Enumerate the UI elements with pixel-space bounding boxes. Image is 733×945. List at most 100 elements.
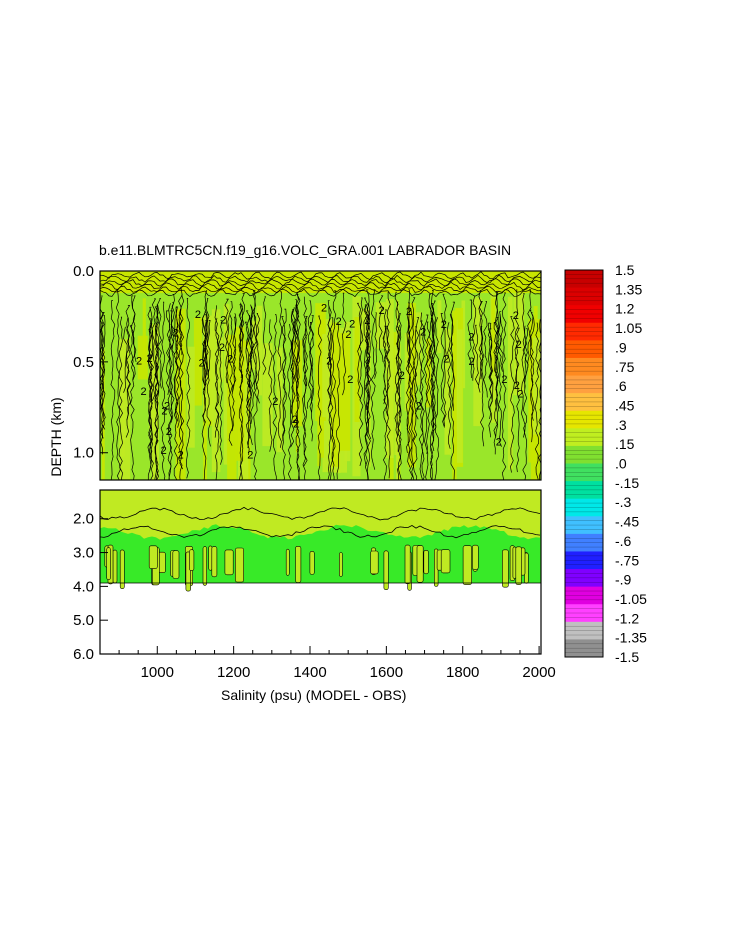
depth-contour <box>383 309 388 480</box>
depth-contour <box>428 294 433 367</box>
colorbar-swatch <box>565 428 603 447</box>
depth-contour <box>331 290 337 480</box>
y-tick-label: 0.0 <box>73 263 94 280</box>
x-axis-label: Salinity (psu) (MODEL - OBS) <box>221 687 407 703</box>
depth-contour <box>429 306 435 480</box>
depth-contour <box>178 288 183 356</box>
colorbar-swatch <box>565 357 603 377</box>
depth-contour <box>412 326 418 480</box>
depth-contour <box>423 314 429 480</box>
depth-contour <box>501 292 507 480</box>
depth-contour <box>405 302 411 453</box>
depth-contour <box>408 308 414 480</box>
y-tick-label: 0.5 <box>73 354 94 371</box>
depth-contour <box>522 325 528 480</box>
contour-label: 2 <box>141 386 147 398</box>
colorbar-swatch <box>565 516 603 535</box>
depth-contour <box>364 304 370 480</box>
field-band <box>354 317 360 422</box>
colorbar-label: -.3 <box>615 494 632 510</box>
deep-cell <box>172 550 180 579</box>
depth-contour <box>467 299 472 379</box>
field-band <box>203 315 213 420</box>
depth-contour <box>272 314 278 480</box>
surface-contour <box>100 271 541 280</box>
deep-cell <box>119 549 125 590</box>
field-band <box>461 300 466 389</box>
depth-contour <box>125 305 131 438</box>
y-tick-label: 3.0 <box>73 545 94 562</box>
depth-contour <box>268 319 273 452</box>
deep-cell <box>370 550 379 575</box>
depth-contour <box>431 300 437 452</box>
y-tick-label: 4.0 <box>73 578 94 595</box>
depth-contour <box>228 301 233 446</box>
depth-contour <box>429 290 435 480</box>
depth-contour <box>214 305 220 438</box>
field-band <box>360 309 371 351</box>
contour-label: 2 <box>199 357 205 369</box>
depth-contour <box>449 314 454 411</box>
surface-contour <box>100 281 541 291</box>
deep-cell <box>515 546 522 585</box>
layer-contour <box>100 525 541 539</box>
colorbar-label: -.45 <box>615 514 639 530</box>
depth-contour <box>132 295 137 362</box>
colorbar-label: -.9 <box>615 572 632 588</box>
deep-cell <box>235 547 245 583</box>
upper-panel-frame <box>99 270 542 481</box>
depth-contour <box>240 292 245 354</box>
colorbar-swatch <box>565 551 603 570</box>
deep-cell <box>112 549 118 584</box>
x-tick-label: 1400 <box>293 664 326 681</box>
deep-cell <box>383 550 389 590</box>
contour-label: 2 <box>147 353 153 365</box>
depth-contour <box>307 300 312 409</box>
field-band <box>137 335 148 380</box>
depth-contour <box>431 302 436 430</box>
lower-field <box>100 490 541 654</box>
field-band <box>426 338 432 408</box>
colorbar-swatch <box>565 569 603 588</box>
depth-contour <box>129 325 135 480</box>
depth-contour <box>160 301 166 480</box>
depth-contour <box>363 297 369 467</box>
depth-contour <box>530 312 535 421</box>
deep-cell <box>404 544 411 584</box>
field-band <box>322 334 331 418</box>
contour-label: 2 <box>219 342 225 354</box>
depth-contour <box>534 322 540 480</box>
depth-contour <box>206 320 212 447</box>
y-tick-label: 5.0 <box>73 612 94 629</box>
y-tick-label: 6.0 <box>73 646 94 663</box>
depth-contour <box>201 313 207 480</box>
contour-label: 2 <box>469 356 475 368</box>
field-band <box>223 304 230 465</box>
depth-contour <box>173 306 179 480</box>
depth-contour <box>378 295 384 362</box>
contour-label: 2 <box>349 319 355 331</box>
contour-label: 2 <box>345 329 351 341</box>
depth-contour <box>167 303 173 480</box>
depth-contour <box>147 318 153 480</box>
lower-depth-panel <box>100 490 541 654</box>
depth-contour <box>186 298 191 479</box>
contour-label: 2 <box>164 400 170 412</box>
depth-contour <box>277 291 283 448</box>
depth-contour <box>483 301 488 398</box>
field-band <box>186 346 195 448</box>
depth-contour <box>226 315 231 394</box>
colorbar-label: .45 <box>615 397 635 413</box>
deep-cell <box>502 549 509 588</box>
depth-contour <box>358 297 364 466</box>
depth-contour <box>101 315 106 430</box>
contour-label: 2 <box>293 418 299 430</box>
colorbar-swatch <box>565 481 603 500</box>
depth-contour <box>149 306 154 480</box>
contour-label: 2 <box>220 314 226 326</box>
depth-contour <box>123 326 128 393</box>
contour-label: 2 <box>326 355 332 367</box>
contour-label: 2 <box>441 319 447 331</box>
depth-contour <box>341 292 347 396</box>
contour-label: 2 <box>379 305 385 317</box>
